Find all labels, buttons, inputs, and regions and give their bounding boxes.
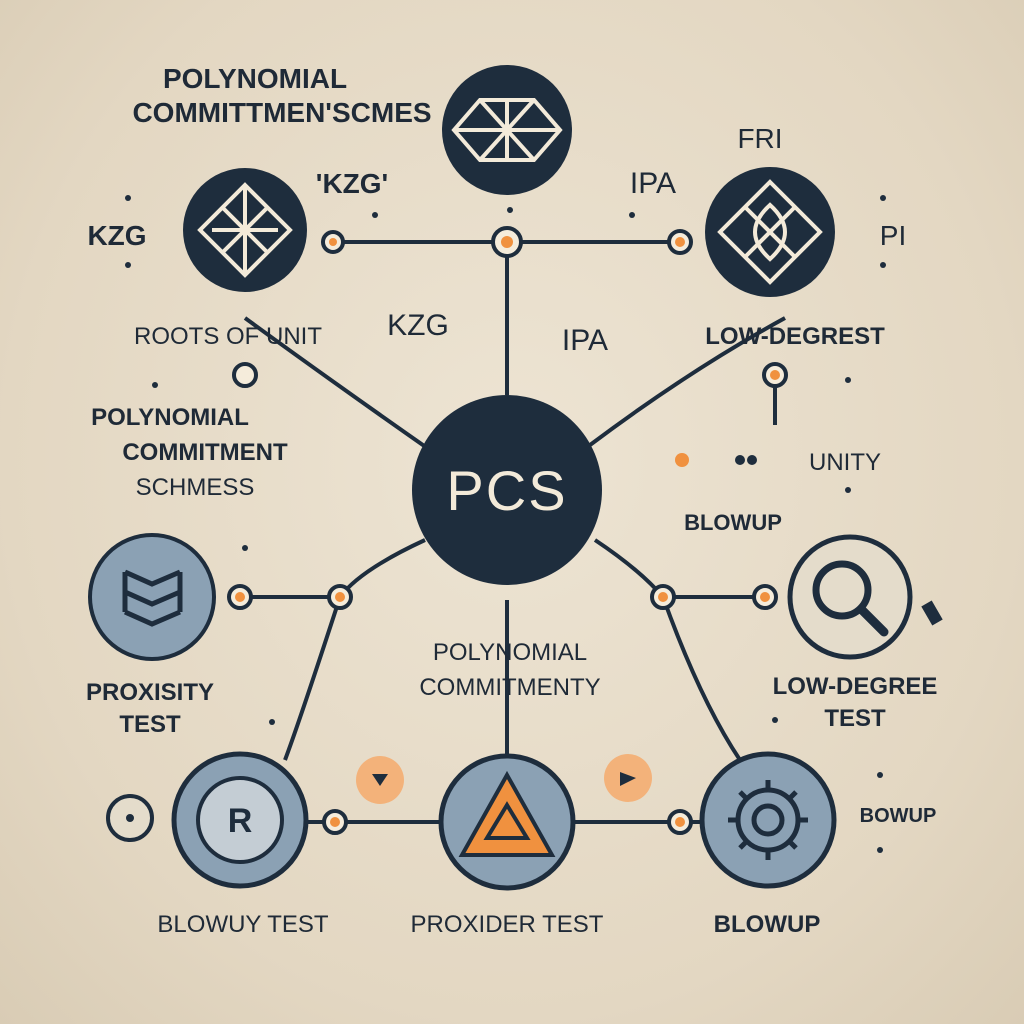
- chevron-stack-icon: [122, 569, 183, 627]
- label-pcs-left-3: SCHMESS: [136, 474, 255, 501]
- label-pi: PI: [880, 220, 906, 251]
- warning-triangle-icon: [458, 770, 556, 857]
- label-pcs-left-2: COMMITMENT: [122, 439, 288, 466]
- label-low-degree-1: LOW-DEGREE: [773, 673, 938, 700]
- node-provider-test[interactable]: [438, 753, 576, 891]
- label-fri: FRI: [737, 123, 782, 154]
- label-blowup-side: BOWUP: [860, 805, 937, 827]
- gear-icon: [728, 780, 808, 860]
- label-ipa-top: IPA: [630, 167, 676, 200]
- label-kzg-quoted: 'KZG': [316, 168, 388, 199]
- node-low-degree[interactable]: [787, 534, 913, 660]
- label-proximity-2: TEST: [119, 711, 181, 738]
- label-kzg-left: KZG: [87, 220, 146, 251]
- triangle-lattice-icon: [451, 98, 563, 162]
- label-polynomial-commit-1: POLYNOMIAL: [433, 639, 587, 666]
- diamond-knot-icon: [197, 182, 293, 278]
- r-badge-icon: R: [228, 802, 253, 840]
- label-commitment-schemes-top: COMMITTMEN'SCMES: [132, 97, 431, 128]
- star-diamond-icon: [717, 179, 823, 285]
- label-unity: UNITY: [809, 449, 881, 476]
- label-low-degree-2: TEST: [824, 705, 886, 732]
- label-blowup-test: BLOWUY TEST: [157, 911, 328, 938]
- label-kzg-mid: KZG: [387, 309, 449, 342]
- label-ipa-mid: IPA: [562, 324, 608, 357]
- label-blowup-right: BLOWUP: [684, 510, 782, 535]
- label-provider-test: PROXIDER TEST: [411, 911, 604, 938]
- label-roots-of-unity: ROOTS OF UNIT: [134, 323, 322, 350]
- node-pcs[interactable]: PCS: [412, 395, 602, 585]
- label-polynomial-top: POLYNOMIAL: [163, 63, 347, 94]
- labels: POLYNOMIAL COMMITTMEN'SCMES 'KZG' KZG IP…: [86, 63, 937, 938]
- connector-nodes: [106, 226, 788, 842]
- label-pcs-left-1: POLYNOMIAL: [91, 404, 249, 431]
- node-kzg[interactable]: [183, 168, 307, 292]
- label-proximity-1: PROXISITY: [86, 679, 214, 706]
- label-low-degree-top: LOW-DEGREST: [705, 323, 885, 350]
- magnifier-icon: [812, 560, 889, 637]
- label-blowup-bottom: BLOWUP: [714, 911, 821, 938]
- pcs-label: PCS: [446, 459, 567, 522]
- node-pcs-schemes[interactable]: [442, 65, 572, 195]
- node-fri[interactable]: [705, 167, 835, 297]
- label-polynomial-commit-2: COMMITMENTY: [419, 674, 600, 701]
- node-blowup-test[interactable]: R: [171, 751, 309, 889]
- orange-accent-dot: [675, 453, 689, 467]
- node-blowup[interactable]: [699, 751, 837, 889]
- decorative-dots: [125, 195, 943, 853]
- node-proximity[interactable]: [88, 533, 216, 661]
